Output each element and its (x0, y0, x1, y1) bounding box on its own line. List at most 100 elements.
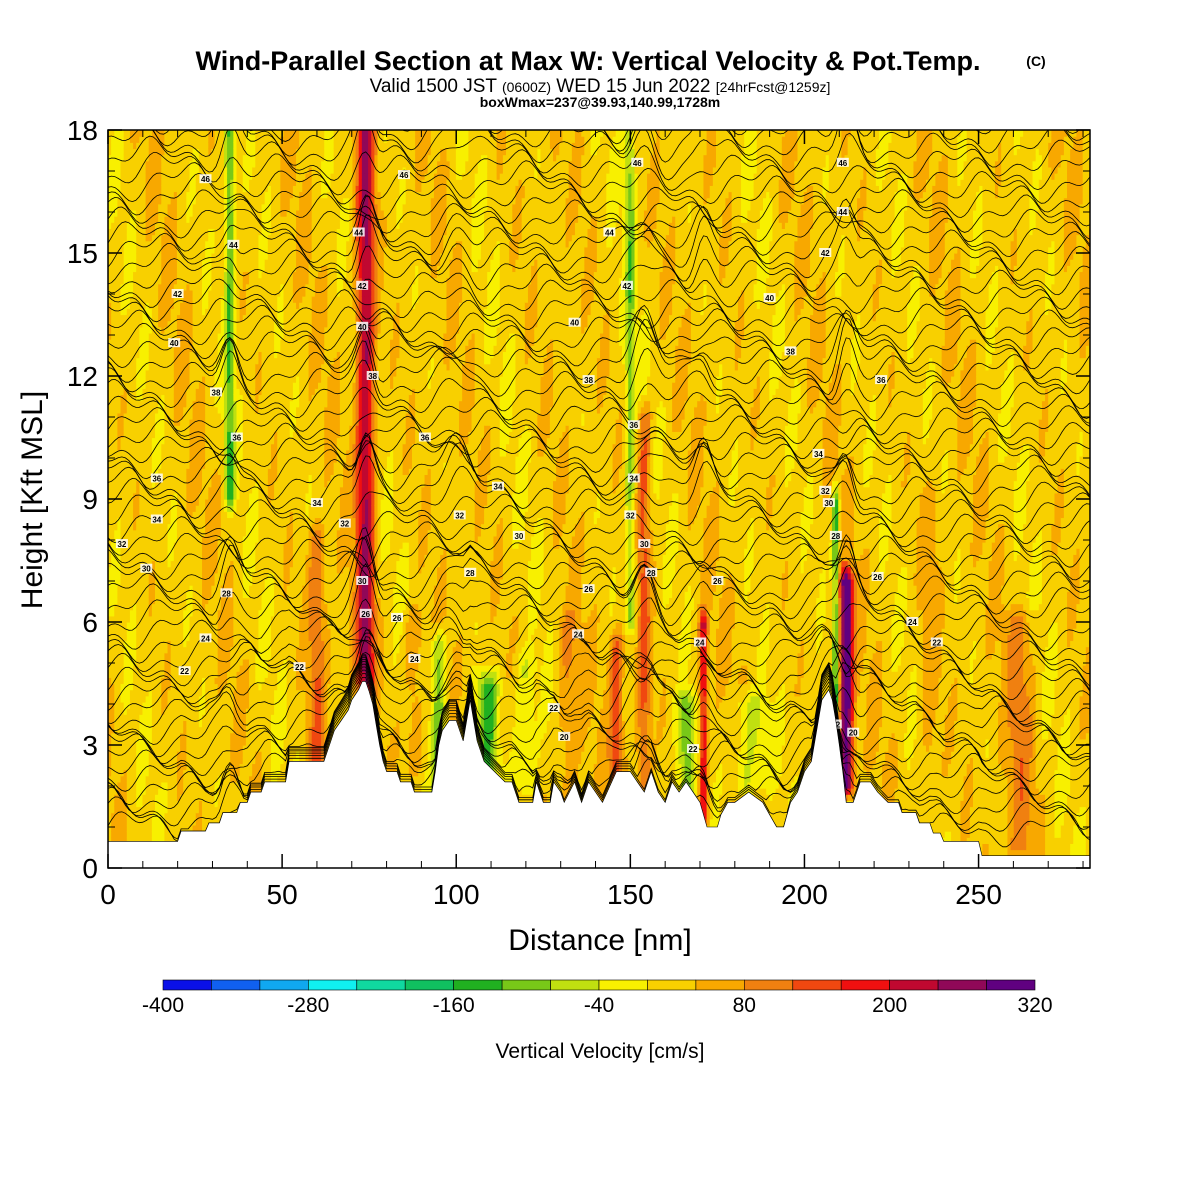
colorbar-swatch (551, 980, 599, 990)
theta-contour-label: 46 (837, 158, 849, 168)
y-tick-label: 3 (82, 730, 98, 761)
colorbar-tick-label: -280 (287, 994, 329, 1017)
theta-contour-label: 46 (398, 170, 410, 180)
theta-contour-label: 26 (872, 572, 884, 582)
x-tick-label: 250 (955, 879, 1002, 910)
theta-contour-label: 44 (837, 207, 849, 217)
colorbar-swatch (454, 980, 502, 990)
theta-contour-label: 40 (569, 318, 581, 328)
y-axis-label: Height [Kft MSL] (16, 391, 49, 609)
theta-contour-label: 40 (764, 293, 776, 303)
colorbar-swatch (890, 980, 938, 990)
theta-contour-label: 44 (353, 228, 365, 238)
x-tick-label: 150 (607, 879, 654, 910)
x-tick-label: 100 (433, 879, 480, 910)
theta-contour-label: 32 (624, 510, 636, 520)
theta-contour-label: 22 (687, 744, 699, 754)
theta-contour-label: 40 (168, 338, 180, 348)
theta-contour-label: 36 (151, 474, 163, 484)
theta-contour-label: 26 (360, 609, 372, 619)
theta-contour-label: 28 (830, 531, 842, 541)
colorbar-swatch (841, 980, 889, 990)
chart-title: Wind-Parallel Section at Max W: Vertical… (196, 46, 981, 76)
theta-contour-label: 38 (785, 346, 797, 356)
theta-contour-label: 38 (210, 387, 222, 397)
theta-contour-label: 32 (819, 486, 831, 496)
theta-contour-label: 46 (631, 158, 643, 168)
theta-contour-label: 44 (227, 240, 239, 250)
x-tick-label: 50 (267, 879, 298, 910)
colorbar-swatch (647, 980, 695, 990)
theta-contour-label: 20 (558, 732, 570, 742)
theta-contour-label: 32 (454, 510, 466, 520)
theta-contour-label: 24 (906, 617, 918, 627)
colorbar-swatch (211, 980, 259, 990)
colorbar-tick-label: -160 (433, 994, 475, 1017)
theta-contour-label: 26 (711, 576, 723, 586)
theta-contour-label: 34 (628, 474, 640, 484)
colorbar-swatch (938, 980, 986, 990)
colorbar-tick-label: -400 (142, 994, 184, 1017)
theta-contour-label: 36 (231, 433, 243, 443)
colorbar-title: Vertical Velocity [cm/s] (496, 1040, 705, 1063)
theta-contour-label: 28 (645, 568, 657, 578)
theta-contour-label: 38 (583, 375, 595, 385)
colorbar-swatch (260, 980, 308, 990)
colorbar-swatch (599, 980, 647, 990)
theta-contour-label: 30 (356, 576, 368, 586)
theta-contour-label: 30 (823, 498, 835, 508)
theta-contour-label: 20 (847, 728, 859, 738)
y-tick-label: 9 (82, 484, 98, 515)
colorbar-swatch (357, 980, 405, 990)
y-tick-label: 18 (67, 115, 98, 146)
theta-contour-label: 22 (294, 662, 306, 672)
theta-contour-label: 30 (638, 539, 650, 549)
theta-contour-label: 34 (812, 449, 824, 459)
theta-contour-label: 40 (356, 322, 368, 332)
theta-contour-label: 36 (419, 433, 431, 443)
theta-contour-label: 30 (140, 564, 152, 574)
theta-contour-label: 30 (513, 531, 525, 541)
theta-contour-label: 22 (931, 638, 943, 648)
colorbar-swatch (308, 980, 356, 990)
colorbar-swatch (502, 980, 550, 990)
colorbar-tick-label: -40 (584, 994, 614, 1017)
theta-contour-label: 42 (819, 248, 831, 258)
valid-prefix: Valid 1500 JST (370, 76, 498, 97)
theta-contour-label: 34 (492, 482, 504, 492)
theta-contour-label: 38 (367, 371, 379, 381)
y-tick-label: 15 (67, 238, 98, 269)
theta-contour-label: 24 (572, 629, 584, 639)
theta-contour-label: 32 (116, 539, 128, 549)
copyright-mark: (C) (1026, 53, 1045, 69)
y-tick-label: 12 (67, 361, 98, 392)
theta-contour-label: 36 (875, 375, 887, 385)
y-tick-label: 0 (82, 853, 98, 884)
theta-contour-label: 24 (200, 633, 212, 643)
theta-contour-label: 28 (220, 588, 232, 598)
valid-utc: (0600Z) (502, 79, 551, 95)
theta-contour-label: 26 (583, 584, 595, 594)
theta-contour-label: 46 (200, 174, 212, 184)
valid-forecast: [24hrFcst@1259z] (716, 79, 831, 95)
box-info: boxWmax=237@39.93,140.99,1728m (480, 94, 721, 110)
colorbar-swatch (987, 980, 1035, 990)
chart-canvas: Wind-Parallel Section at Max W: Vertical… (0, 0, 1200, 1200)
theta-contour-label: 28 (464, 568, 476, 578)
colorbar-swatch (405, 980, 453, 990)
theta-contour-label: 36 (628, 420, 640, 430)
theta-contour-label: 32 (339, 519, 351, 529)
theta-contour-label: 26 (391, 613, 403, 623)
x-tick-label: 0 (100, 879, 116, 910)
theta-contour-label: 22 (179, 666, 191, 676)
colorbar-swatch (696, 980, 744, 990)
y-tick-label: 6 (82, 607, 98, 638)
theta-contour-label: 24 (408, 654, 420, 664)
theta-contour-label: 24 (694, 638, 706, 648)
theta-contour-label: 22 (548, 703, 560, 713)
theta-contour-label: 34 (311, 498, 323, 508)
colorbar-tick-label: 200 (872, 994, 907, 1017)
theta-contour-label: 42 (356, 281, 368, 291)
colorbar-swatch (163, 980, 211, 990)
